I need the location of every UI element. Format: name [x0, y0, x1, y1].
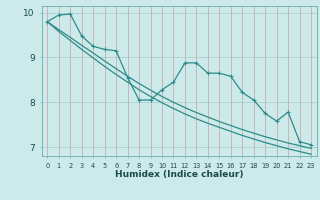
X-axis label: Humidex (Indice chaleur): Humidex (Indice chaleur)	[115, 170, 244, 179]
